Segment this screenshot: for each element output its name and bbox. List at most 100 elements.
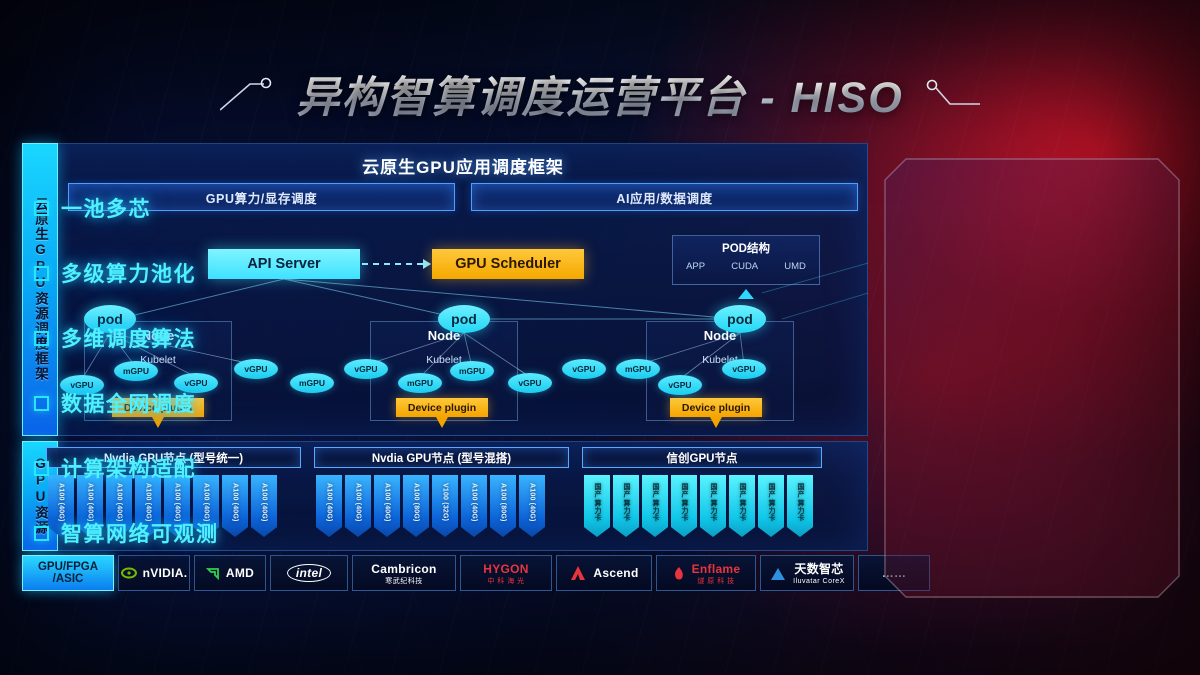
gpu-card[interactable]: A100 (40G) (193, 475, 219, 537)
sidebar-label-text: 云原生GPU资源调度框架 (33, 197, 48, 382)
more-logo[interactable]: …… (858, 555, 930, 591)
vgpu-chip[interactable]: vGPU (562, 359, 606, 379)
cambricon-logo[interactable]: Cambricon 寒武纪科技 (352, 555, 456, 591)
gpu-card[interactable]: 国产 算力卡 (700, 475, 726, 537)
gpu-card[interactable]: A100 (40G) (519, 475, 545, 537)
board-header-title: 云原生GPU应用调度框架 (362, 158, 564, 177)
gpu-card[interactable]: A100 (40G) (222, 475, 248, 537)
vendor-subtitle: Iluvatar CoreX (793, 578, 845, 586)
amd-arrow-icon (205, 567, 219, 580)
ascend-logo[interactable]: Ascend (556, 555, 652, 591)
vendor-subtitle: 中 科 海 光 (487, 578, 525, 586)
gpu-card[interactable]: A100 (40G) (345, 475, 371, 537)
hygon-logo[interactable]: HYGON 中 科 海 光 (460, 555, 552, 591)
gpu-card-label: 国产 算力卡 (768, 482, 775, 522)
gpu-card[interactable]: A100 (40G) (251, 475, 277, 537)
gpu-card[interactable]: 国产 算力卡 (758, 475, 784, 537)
checkbox-icon[interactable] (34, 265, 49, 281)
gpu-card[interactable]: A100 (80G) (403, 475, 429, 537)
gpu-card[interactable]: 国产 算力卡 (671, 475, 697, 537)
vendor-name: HYGON (483, 561, 529, 576)
feature-label: 多维调度算法 (61, 328, 196, 351)
pod-node-2[interactable]: pod (438, 305, 490, 333)
gpu-card-label: A100 (40G) (86, 482, 94, 522)
vgpu-chip[interactable]: vGPU (174, 373, 218, 393)
mgpu-chip[interactable]: mGPU (114, 361, 158, 381)
mgpu-chip[interactable]: mGPU (616, 359, 660, 379)
vendor-subtitle: 寒武纪科技 (385, 578, 423, 586)
amd-logo[interactable]: AMD (194, 555, 266, 591)
feature-item-1[interactable]: 一池多芯 (34, 193, 151, 223)
checkbox-icon[interactable] (34, 525, 49, 541)
checkbox-icon[interactable] (34, 330, 49, 346)
gpu-card[interactable]: A100 (40G) (106, 475, 132, 537)
mgpu-chip[interactable]: mGPU (398, 373, 442, 393)
gpu-card[interactable]: A100 (40G) (48, 475, 74, 537)
feature-item-6[interactable]: 智算网络可观测 (34, 518, 219, 548)
gpu-card-label: A100 (80G) (499, 482, 507, 522)
vgpu-chip[interactable]: vGPU (60, 375, 104, 395)
gpu-card[interactable]: V100 (32G) (432, 475, 458, 537)
pill-ai-app-data[interactable]: AI应用/数据调度 (471, 183, 858, 211)
intel-logo[interactable]: intel (270, 555, 348, 591)
title-left-decoration-icon (220, 74, 282, 114)
pill-gpu-compute-memory[interactable]: GPU算力/显存调度 (68, 183, 455, 211)
vendor-name: AMD (225, 565, 255, 580)
gpu-card-label: A100 (40G) (202, 482, 210, 522)
gpu-card[interactable]: A100 (40G) (461, 475, 487, 537)
feature-item-3[interactable]: 多维调度算法 (34, 323, 196, 353)
iluvatar-logo[interactable]: 天数智芯 Iluvatar CoreX (760, 555, 854, 591)
gpu-card[interactable]: 国产 算力卡 (642, 475, 668, 537)
gpu-card[interactable]: A100 (40G) (374, 475, 400, 537)
enflame-logo[interactable]: Enflame 燧 原 科 技 (656, 555, 756, 591)
checkbox-icon[interactable] (34, 460, 49, 476)
vendor-name: Enflame (691, 561, 741, 576)
mgpu-chip[interactable]: mGPU (290, 373, 334, 393)
gpu-card[interactable]: 国产 算力卡 (787, 475, 813, 537)
pod-node-1[interactable]: pod (84, 305, 136, 333)
gpu-card[interactable]: A100 (80G) (490, 475, 516, 537)
node-title: Node (141, 328, 175, 343)
gpu-card-label: A100 (40G) (57, 482, 65, 522)
pod-up-arrow-icon (738, 289, 754, 299)
feature-item-5[interactable]: 计算架构适配 (34, 453, 196, 483)
vgpu-chip[interactable]: vGPU (722, 359, 766, 379)
device-plugin-1[interactable]: Device plugin (112, 398, 204, 428)
gpu-card-label: 国产 算力卡 (623, 482, 630, 522)
api-server-box[interactable]: API Server (208, 249, 360, 279)
gpu-card[interactable]: A100 (40G) (135, 475, 161, 537)
enflame-flame-icon (674, 566, 683, 579)
vendor-name: nVIDIA. (142, 565, 188, 580)
gpu-scheduler-box[interactable]: GPU Scheduler (432, 249, 584, 279)
feature-label: 智算网络可观测 (61, 523, 219, 546)
device-plugin-2[interactable]: Device plugin (396, 398, 488, 428)
vgpu-chip[interactable]: vGPU (344, 359, 388, 379)
gpu-card[interactable]: A100 (40G) (77, 475, 103, 537)
scheduling-pill-row: GPU算力/显存调度 AI应用/数据调度 (68, 183, 858, 211)
gpu-card-label: A100 (40G) (231, 482, 239, 522)
feature-item-2[interactable]: 多级算力池化 (34, 258, 196, 288)
gpu-card-label: 国产 算力卡 (710, 482, 717, 522)
api-to-scheduler-arrow-icon (362, 259, 431, 269)
checkbox-icon[interactable] (34, 200, 49, 216)
pod-item-umd: UMD (784, 261, 806, 272)
kubelet-label: Kubelet (426, 354, 462, 366)
nvidia-logo[interactable]: nVIDIA. (118, 555, 190, 591)
gpu-card[interactable]: 国产 算力卡 (613, 475, 639, 537)
device-plugin-3[interactable]: Device plugin (670, 398, 762, 428)
gpu-card[interactable]: A100 (40G) (164, 475, 190, 537)
pod-node-3[interactable]: pod (714, 305, 766, 333)
gpu-card[interactable]: 国产 算力卡 (729, 475, 755, 537)
vgpu-chip[interactable]: vGPU (234, 359, 278, 379)
gpu-card[interactable]: 国产 算力卡 (584, 475, 610, 537)
feature-label: 一池多芯 (61, 198, 151, 221)
feature-label: 数据全网调度 (61, 393, 196, 416)
feature-item-4[interactable]: 数据全网调度 (34, 388, 196, 418)
vgpu-chip[interactable]: vGPU (658, 375, 702, 395)
checkbox-icon[interactable] (34, 395, 49, 411)
gpu-card[interactable]: A100 (40G) (316, 475, 342, 537)
mgpu-chip[interactable]: mGPU (450, 361, 494, 381)
vgpu-chip[interactable]: vGPU (508, 373, 552, 393)
gpu-node-label-3: 信创GPU节点 (582, 447, 822, 468)
feature-label: 多级算力池化 (61, 263, 196, 286)
